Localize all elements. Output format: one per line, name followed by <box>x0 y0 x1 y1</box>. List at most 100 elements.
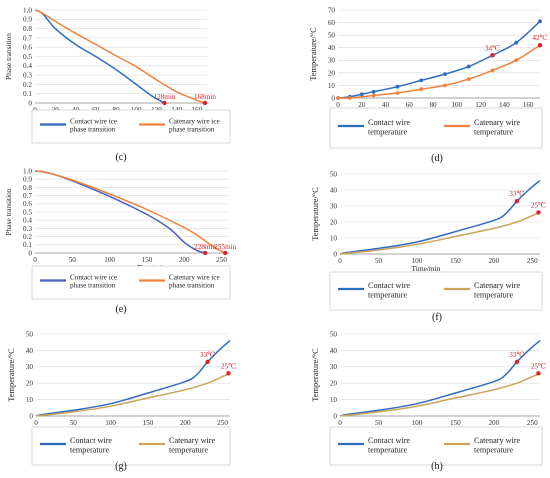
legend-box <box>329 426 543 466</box>
x-tick-label: 50 <box>375 257 383 265</box>
annotation-label: 255min <box>214 243 236 251</box>
data-point <box>395 84 400 89</box>
y-tick-label: 10 <box>330 234 338 242</box>
x-tick-label: 200 <box>488 257 499 265</box>
annotation-marker <box>536 371 541 376</box>
x-tick-label: 0 <box>338 257 342 265</box>
legend-label: Contact wire temperature <box>368 118 410 136</box>
y-tick-label: 0 <box>333 412 337 420</box>
x-tick-label: 100 <box>104 256 115 264</box>
x-tick-label: 250 <box>527 257 538 265</box>
x-tick-label: 0 <box>336 101 340 109</box>
x-tick-label: 50 <box>69 256 77 264</box>
legend-box <box>31 426 231 466</box>
data-point <box>371 89 376 94</box>
annotation-label: 42℃ <box>532 34 547 42</box>
y-tick-label: 30 <box>330 202 338 210</box>
data-point <box>419 78 424 83</box>
y-axis-label: Phase transition <box>4 33 13 80</box>
series-line-catenary <box>34 170 226 254</box>
legend-box <box>329 271 543 311</box>
annotation-marker <box>202 250 208 256</box>
legend-label: Contact wire temperature <box>368 281 410 299</box>
annotation-label: 25℃ <box>221 362 236 370</box>
y-tick-label: 60 <box>328 19 336 27</box>
chart-panel-h: 01020304050050100150200250Time/minTemper… <box>311 330 546 472</box>
y-tick-label: 0.3 <box>23 72 32 80</box>
y-tick-label: 0.7 <box>23 34 32 42</box>
y-axis-label: Temperature/°C <box>311 187 320 241</box>
y-tick-label: 40 <box>330 186 338 194</box>
y-tick-label: 0 <box>333 250 337 258</box>
chart-panel-e: 00.10.20.30.40.50.60.70.80.91.0 0 50 100 150… <box>4 167 237 315</box>
y-tick-label: 20 <box>26 380 34 388</box>
series-line-catenary <box>35 372 231 417</box>
x-tick-label: 250 <box>217 419 228 427</box>
data-point <box>514 40 519 45</box>
y-tick-label: 40 <box>26 347 34 355</box>
legend-box <box>31 265 231 300</box>
x-tick-label: 150 <box>142 256 153 264</box>
x-tick-label: 140 <box>499 101 510 109</box>
y-tick-label: 0.4 <box>23 217 32 225</box>
x-tick-label: 0 <box>34 419 38 427</box>
annotation-label: 34℃ <box>485 44 500 52</box>
y-tick-label: 20 <box>328 69 336 77</box>
y-tick-label: 0.4 <box>23 62 32 70</box>
y-tick-label: 0.8 <box>23 25 32 33</box>
x-tick-label: 0 <box>338 419 342 427</box>
legend-label: Contact wire temperature <box>70 436 112 454</box>
y-axis-label: Temperature/°C <box>311 348 320 402</box>
y-tick-label: 40 <box>330 347 338 355</box>
y-tick-label: 10 <box>328 82 336 90</box>
y-tick-label: 40 <box>328 44 336 52</box>
data-point <box>443 72 447 77</box>
x-tick-label: 100 <box>105 419 116 427</box>
annotation-marker <box>202 100 208 106</box>
data-point <box>336 96 340 100</box>
x-tick-label: 120 <box>475 101 486 109</box>
y-tick-label: 20 <box>330 380 338 388</box>
y-tick-label: 50 <box>330 330 338 338</box>
x-tick-label: 250 <box>216 256 227 264</box>
data-point <box>538 19 542 24</box>
annotation-label: 25℃ <box>531 201 546 209</box>
x-tick-label: 60 <box>406 101 414 109</box>
legend-label: Catenary wire temperature <box>474 436 521 454</box>
annotation-label: 168min <box>194 93 216 101</box>
y-axis-label: Temperature/°C <box>309 27 318 81</box>
x-tick-label: 100 <box>451 101 462 109</box>
y-tick-label: 10 <box>330 396 338 404</box>
panel-caption: (g) <box>115 461 127 472</box>
annotation-label: 33℃ <box>509 351 524 359</box>
y-tick-label: 20 <box>330 218 338 226</box>
y-tick-label: 70 <box>328 6 336 14</box>
series-line-contact <box>35 340 231 417</box>
data-point <box>419 87 424 92</box>
y-tick-label: 1.0 <box>23 167 32 175</box>
data-point <box>466 64 471 69</box>
y-tick-label: 50 <box>330 170 338 178</box>
chart-panel-f: 0 10 20 30 40 50 0 50 100 150 200 250 Time/min Temper… <box>311 170 546 323</box>
chart-panel-g: 01020304050050100150200250Time/minTemper… <box>7 330 236 472</box>
annotation-marker <box>490 53 495 58</box>
data-point <box>490 68 495 73</box>
y-tick-label: 50 <box>26 330 34 338</box>
x-tick-label: 200 <box>180 419 191 427</box>
x-tick-label: 200 <box>179 256 190 264</box>
x-tick-label: 50 <box>70 419 78 427</box>
legend-label: Catenary wire temperature <box>169 436 216 454</box>
legend-label: Contact wire temperature <box>368 436 410 454</box>
legend-label: Contact wire ice phase transition <box>70 118 117 134</box>
y-tick-label: 0.2 <box>23 81 32 89</box>
y-tick-label: 50 <box>328 32 336 40</box>
y-tick-label: 0.7 <box>23 192 32 200</box>
y-tick-label: 0.1 <box>23 241 32 249</box>
annotation-marker <box>536 210 541 215</box>
annotation-marker <box>537 43 543 48</box>
data-point <box>371 93 376 98</box>
annotation-marker <box>205 359 210 365</box>
y-tick-label: 1.0 <box>23 6 32 14</box>
annotation-label: 33℃ <box>200 351 215 359</box>
